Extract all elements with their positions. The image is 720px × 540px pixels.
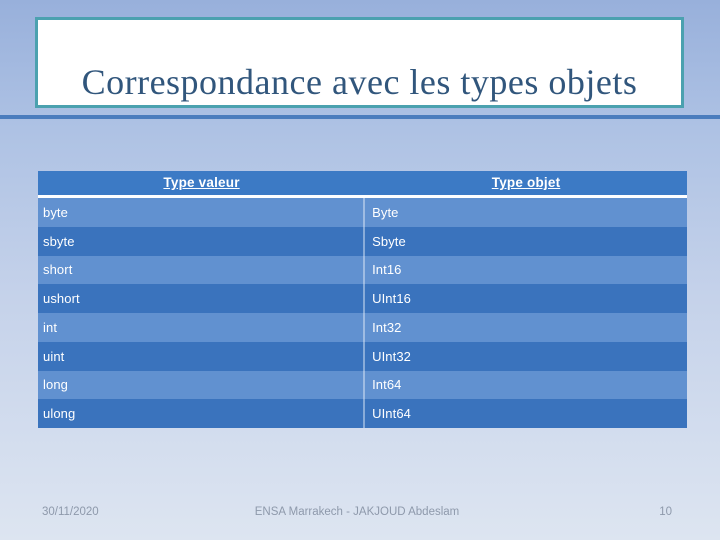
table-row: byte Byte: [38, 198, 687, 227]
cell-type-objet: Sbyte: [372, 233, 406, 249]
cell-type-objet: UInt16: [372, 291, 411, 307]
table-header-row: Type valeur Type objet: [38, 171, 687, 198]
title-box: Correspondance avec les types objets: [35, 17, 684, 108]
table-row: long Int64: [38, 370, 687, 400]
column-header-type-valeur: Type valeur: [163, 175, 240, 190]
cell-type-objet: Int16: [372, 262, 402, 278]
cell-type-valeur: long: [38, 370, 366, 400]
table-row: ulong UInt64: [38, 399, 687, 428]
table-row: int Int32: [38, 313, 687, 342]
table-row: sbyte Sbyte: [38, 226, 687, 256]
cell-type-valeur: short: [38, 255, 366, 285]
cell-type-valeur: ulong: [38, 399, 366, 428]
types-mapping-table: Type valeur Type objet byte Byte sbyte Sbyt…: [38, 171, 687, 428]
cell-type-valeur: sbyte: [38, 226, 366, 256]
table-row: ushort UInt16: [38, 284, 687, 313]
cell-type-objet: UInt64: [372, 406, 411, 422]
cell-type-objet: Int64: [372, 377, 402, 393]
footer-credit: ENSA Marrakech - JAKJOUD Abdeslam: [254, 506, 460, 518]
cell-type-valeur: byte: [38, 198, 366, 227]
table-row: uint UInt32: [38, 341, 687, 371]
cell-type-objet: Byte: [372, 204, 399, 220]
table-row: short Int16: [38, 255, 687, 285]
title-divider-line: [0, 115, 720, 119]
cell-type-objet: UInt32: [372, 348, 411, 364]
cell-type-objet: Int32: [372, 319, 402, 335]
cell-type-valeur: uint: [38, 341, 366, 371]
column-header-type-objet: Type objet: [491, 175, 561, 190]
footer-date: 30/11/2020: [42, 506, 99, 518]
slide-title: Correspondance avec les types objets: [81, 62, 638, 102]
slide-footer: 30/11/2020 ENSA Marrakech - JAKJOUD Abde…: [0, 506, 720, 518]
cell-type-valeur: int: [38, 313, 366, 342]
cell-type-valeur: ushort: [38, 284, 366, 313]
footer-page-number: 10: [659, 506, 672, 518]
table-body: byte Byte sbyte Sbyte short Int16 ushort UInt16…: [38, 198, 687, 428]
